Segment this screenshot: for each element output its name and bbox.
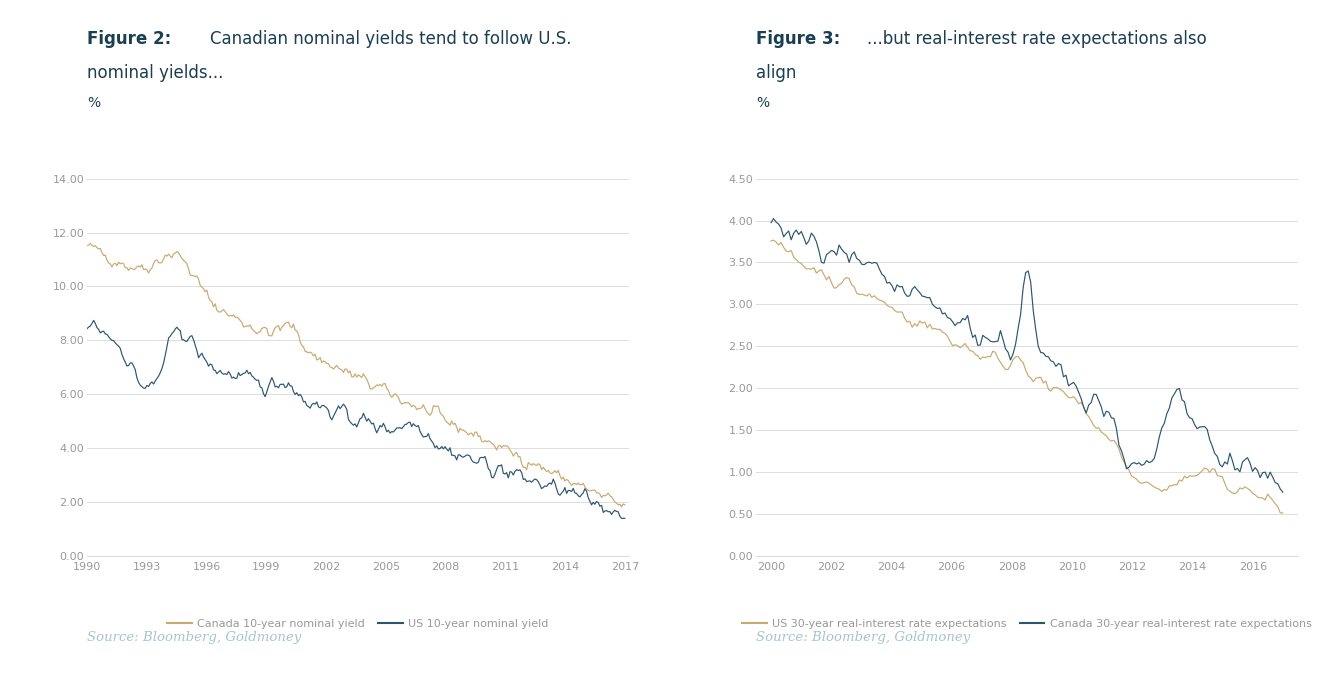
Text: ...but real-interest rate expectations also: ...but real-interest rate expectations a… <box>867 30 1207 49</box>
Text: Figure 3:: Figure 3: <box>756 30 840 49</box>
Text: nominal yields...: nominal yields... <box>87 64 223 82</box>
Text: align: align <box>756 64 796 82</box>
Text: Source: Bloomberg, Goldmoney: Source: Bloomberg, Goldmoney <box>756 631 970 644</box>
Legend: US 30-year real-interest rate expectations, Canada 30-year real-interest rate ex: US 30-year real-interest rate expectatio… <box>737 615 1317 634</box>
Text: %: % <box>756 96 769 110</box>
Text: %: % <box>87 96 100 110</box>
Text: Canadian nominal yields tend to follow U.S.: Canadian nominal yields tend to follow U… <box>210 30 571 49</box>
Text: Figure 2:: Figure 2: <box>87 30 171 49</box>
Text: Source: Bloomberg, Goldmoney: Source: Bloomberg, Goldmoney <box>87 631 301 644</box>
Legend: Canada 10-year nominal yield, US 10-year nominal yield: Canada 10-year nominal yield, US 10-year… <box>163 615 553 634</box>
